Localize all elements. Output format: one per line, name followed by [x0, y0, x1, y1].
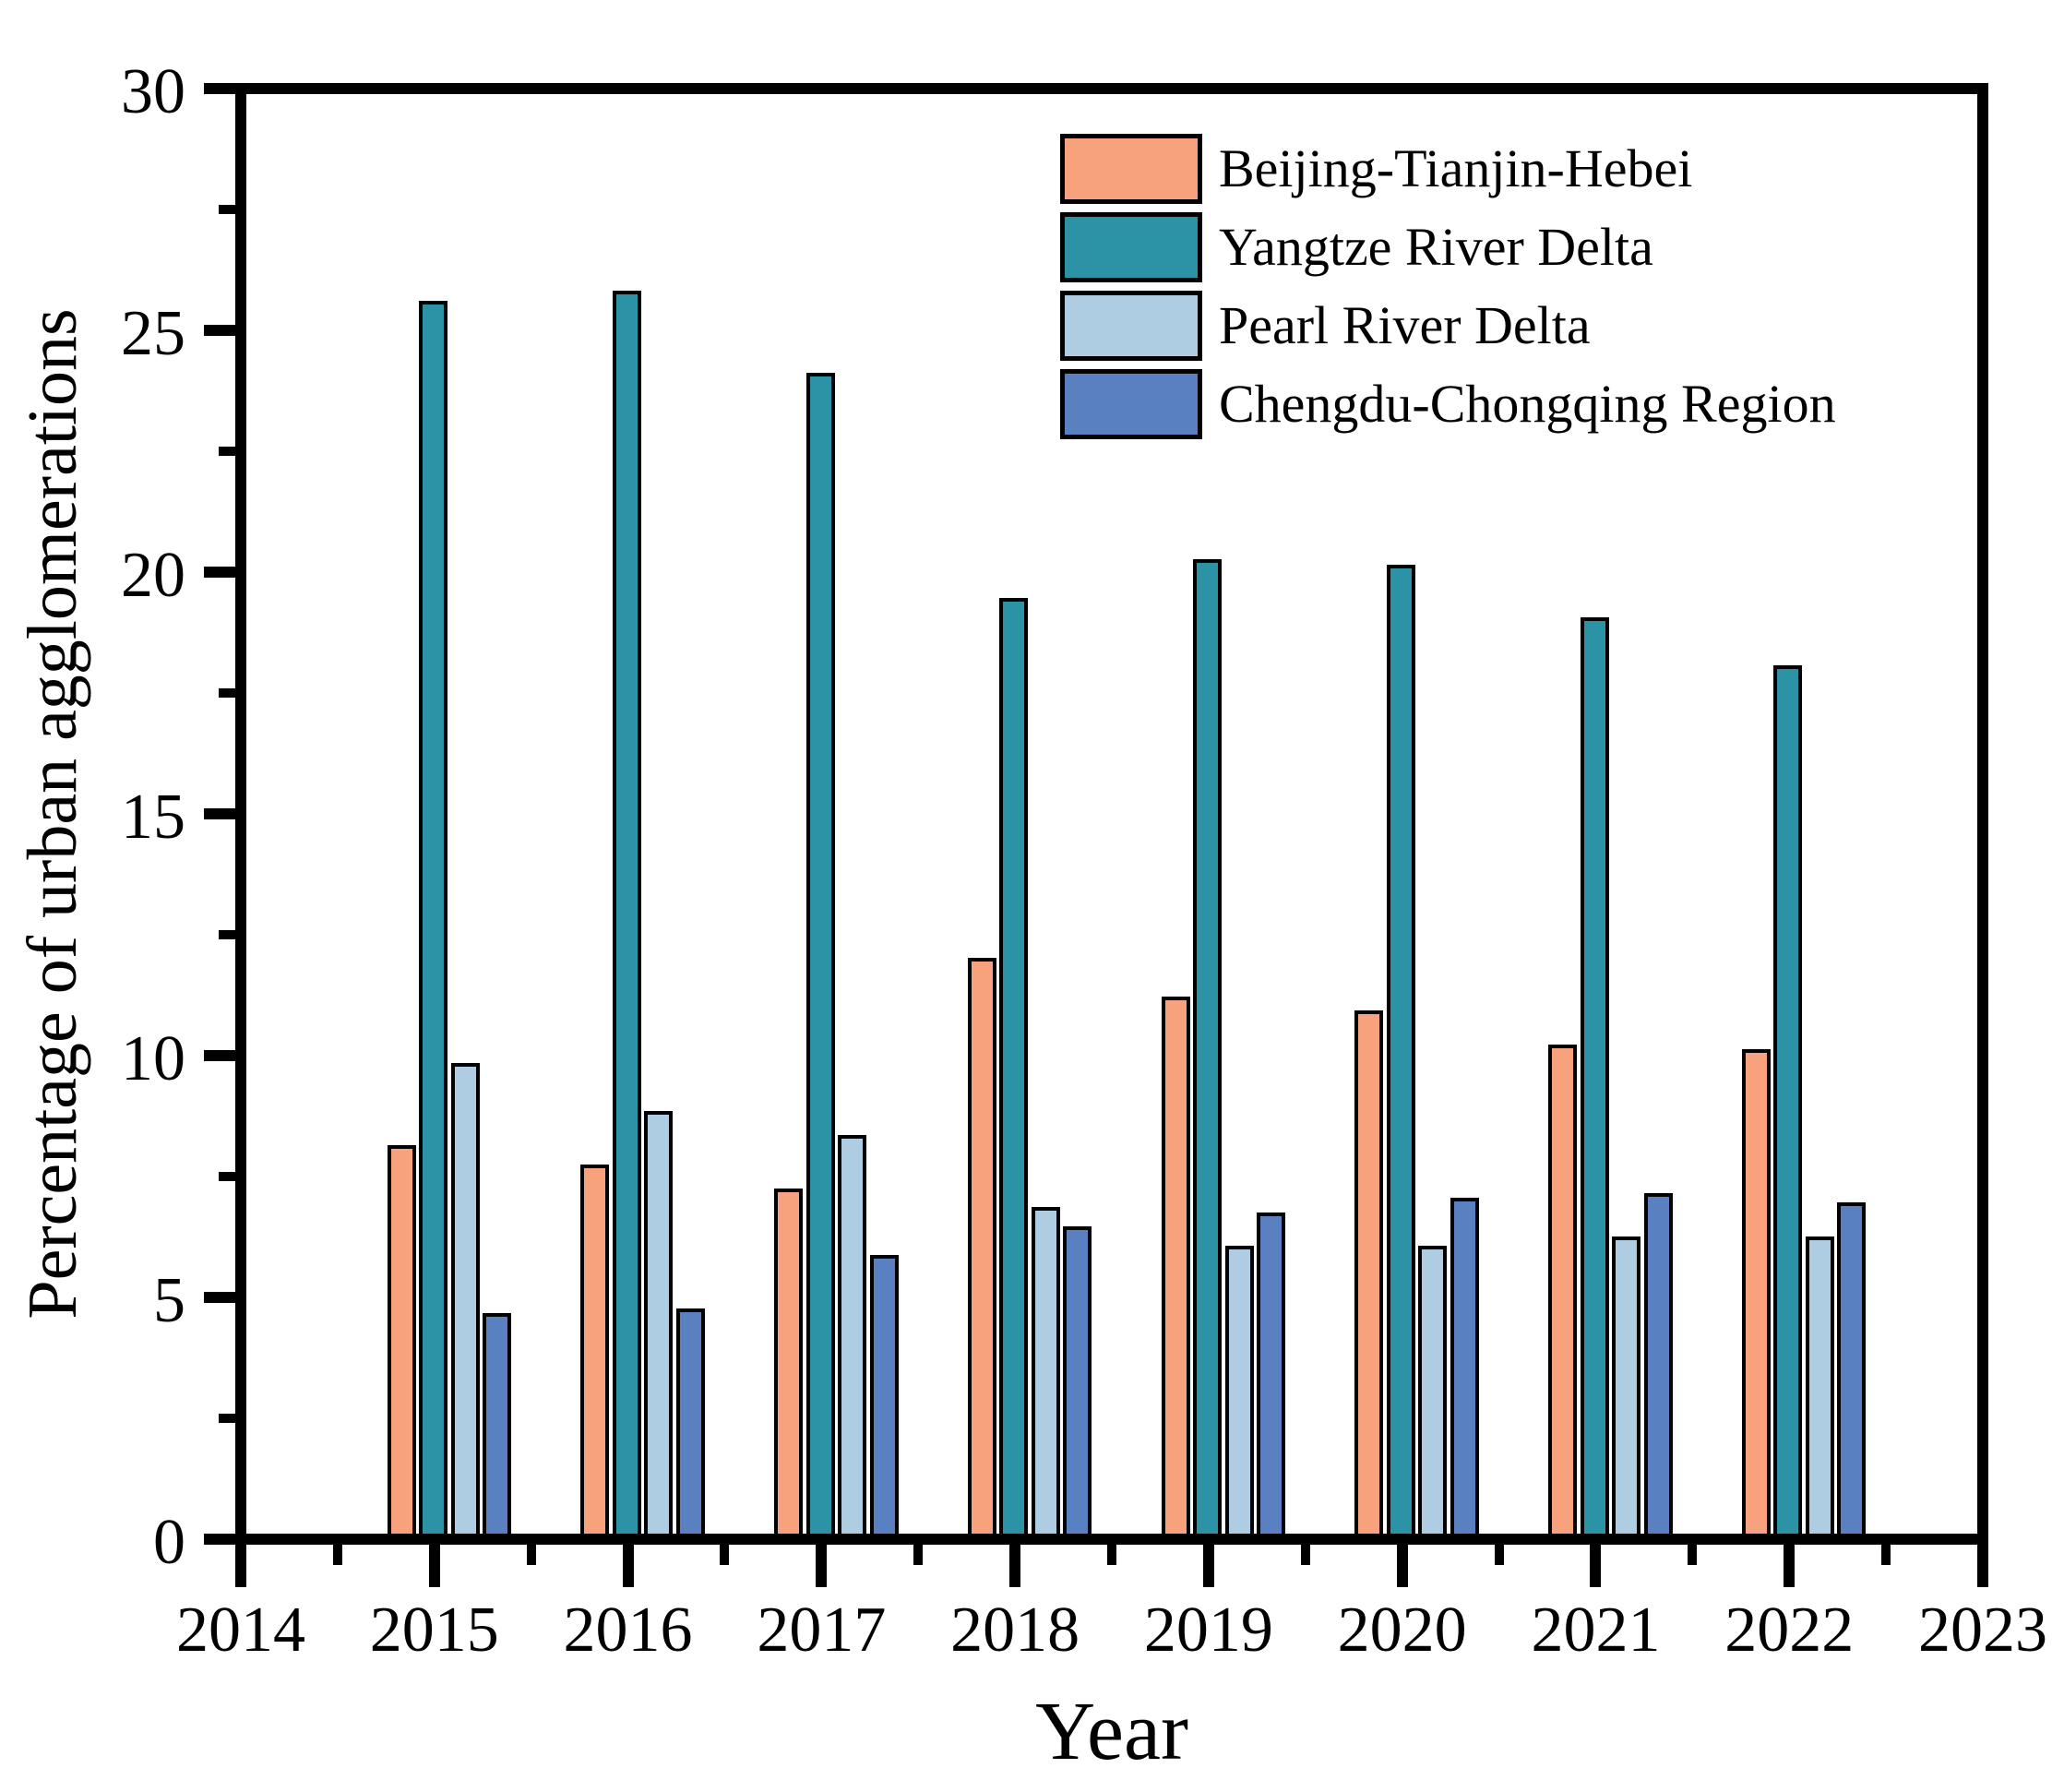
- plot-area: Beijing-Tianjin-Hebei Yangtze River Delta…: [235, 83, 1988, 1545]
- bar: [1387, 565, 1415, 1534]
- y-major-tick: [204, 567, 235, 578]
- x-tick-label: 2015: [369, 1595, 499, 1666]
- y-tick-label: 20: [121, 540, 185, 611]
- bar: [1742, 1049, 1771, 1534]
- x-major-tick: [235, 1545, 246, 1587]
- bar: [1612, 1236, 1640, 1534]
- legend-swatch: [1060, 133, 1202, 204]
- bar: [1354, 1010, 1383, 1534]
- x-axis-title: Year: [1035, 1686, 1188, 1777]
- bar: [1063, 1226, 1092, 1534]
- x-major-tick: [1009, 1545, 1021, 1587]
- x-minor-tick: [1300, 1545, 1310, 1565]
- y-major-tick: [204, 83, 235, 94]
- x-major-tick: [1396, 1545, 1408, 1587]
- x-minor-tick: [1881, 1545, 1891, 1565]
- y-minor-tick: [219, 205, 235, 214]
- legend-label: Beijing-Tianjin-Hebei: [1219, 137, 1693, 198]
- bar: [1418, 1246, 1447, 1534]
- legend-item: Beijing-Tianjin-Hebei: [1060, 129, 1836, 208]
- bar: [388, 1145, 416, 1534]
- x-tick-label: 2020: [1337, 1595, 1467, 1666]
- bar: [1581, 617, 1609, 1534]
- bar: [1162, 997, 1190, 1534]
- bar: [774, 1189, 803, 1534]
- legend-item: Yangtze River Delta: [1060, 208, 1836, 286]
- y-tick-label: 0: [153, 1507, 185, 1578]
- x-minor-tick: [332, 1545, 342, 1565]
- bar: [968, 958, 996, 1534]
- bar: [580, 1165, 609, 1534]
- x-tick-label: 2014: [176, 1595, 305, 1666]
- y-tick-label: 15: [121, 782, 185, 853]
- bar: [1225, 1246, 1254, 1534]
- bar: [1773, 665, 1802, 1534]
- y-major-tick: [204, 1050, 235, 1061]
- y-minor-tick: [219, 1172, 235, 1181]
- x-major-tick: [1590, 1545, 1602, 1587]
- bar: [806, 373, 835, 1534]
- bar: [1032, 1207, 1060, 1534]
- x-tick-label: 2018: [950, 1595, 1080, 1666]
- x-minor-tick: [526, 1545, 536, 1565]
- x-tick-label: 2022: [1724, 1595, 1855, 1666]
- x-major-tick: [1784, 1545, 1796, 1587]
- bar: [1257, 1213, 1285, 1534]
- y-tick-label: 10: [121, 1023, 185, 1094]
- y-major-tick: [204, 1292, 235, 1303]
- x-minor-tick: [1107, 1545, 1116, 1565]
- bar: [676, 1308, 705, 1534]
- y-major-tick: [204, 1534, 235, 1545]
- legend-label: Chengdu-Chongqing Region: [1219, 373, 1836, 434]
- bar: [1837, 1202, 1866, 1534]
- y-tick-label: 30: [121, 56, 185, 127]
- bar: [483, 1313, 511, 1534]
- bar: [999, 598, 1028, 1534]
- x-major-tick: [622, 1545, 634, 1587]
- x-tick-label: 2021: [1531, 1595, 1661, 1666]
- x-major-tick: [428, 1545, 440, 1587]
- bar: [1193, 559, 1222, 1534]
- y-major-tick: [204, 808, 235, 819]
- y-major-tick: [204, 325, 235, 336]
- legend-item: Pearl River Delta: [1060, 286, 1836, 364]
- bar: [1450, 1198, 1479, 1534]
- y-minor-tick: [219, 447, 235, 456]
- legend-swatch: [1060, 211, 1202, 282]
- bar: [613, 291, 641, 1534]
- x-minor-tick: [720, 1545, 730, 1565]
- bar: [644, 1111, 673, 1534]
- x-minor-tick: [1688, 1545, 1698, 1565]
- x-tick-label: 2017: [757, 1595, 887, 1666]
- y-minor-tick: [219, 688, 235, 698]
- y-tick-label: 25: [121, 298, 185, 369]
- legend-swatch: [1060, 368, 1202, 439]
- bar: [1548, 1045, 1577, 1534]
- bar: [838, 1135, 866, 1534]
- y-tick-label: 5: [153, 1265, 185, 1336]
- x-major-tick: [816, 1545, 828, 1587]
- y-minor-tick: [219, 930, 235, 939]
- bar: [870, 1255, 899, 1534]
- legend-swatch: [1060, 290, 1202, 361]
- x-major-tick: [1202, 1545, 1214, 1587]
- x-tick-label: 2019: [1143, 1595, 1273, 1666]
- bar: [451, 1063, 480, 1534]
- bar: [419, 301, 447, 1534]
- bar: [1806, 1236, 1834, 1534]
- y-minor-tick: [219, 1414, 235, 1423]
- x-tick-label: 2016: [563, 1595, 693, 1666]
- legend-label: Yangtze River Delta: [1219, 216, 1653, 277]
- legend: Beijing-Tianjin-Hebei Yangtze River Delta…: [1060, 129, 1836, 443]
- x-minor-tick: [1494, 1545, 1504, 1565]
- legend-item: Chengdu-Chongqing Region: [1060, 364, 1836, 443]
- bar: [1644, 1193, 1673, 1534]
- x-minor-tick: [913, 1545, 924, 1565]
- legend-label: Pearl River Delta: [1219, 294, 1591, 355]
- x-major-tick: [1977, 1545, 1988, 1587]
- x-tick-label: 2023: [1918, 1595, 2047, 1666]
